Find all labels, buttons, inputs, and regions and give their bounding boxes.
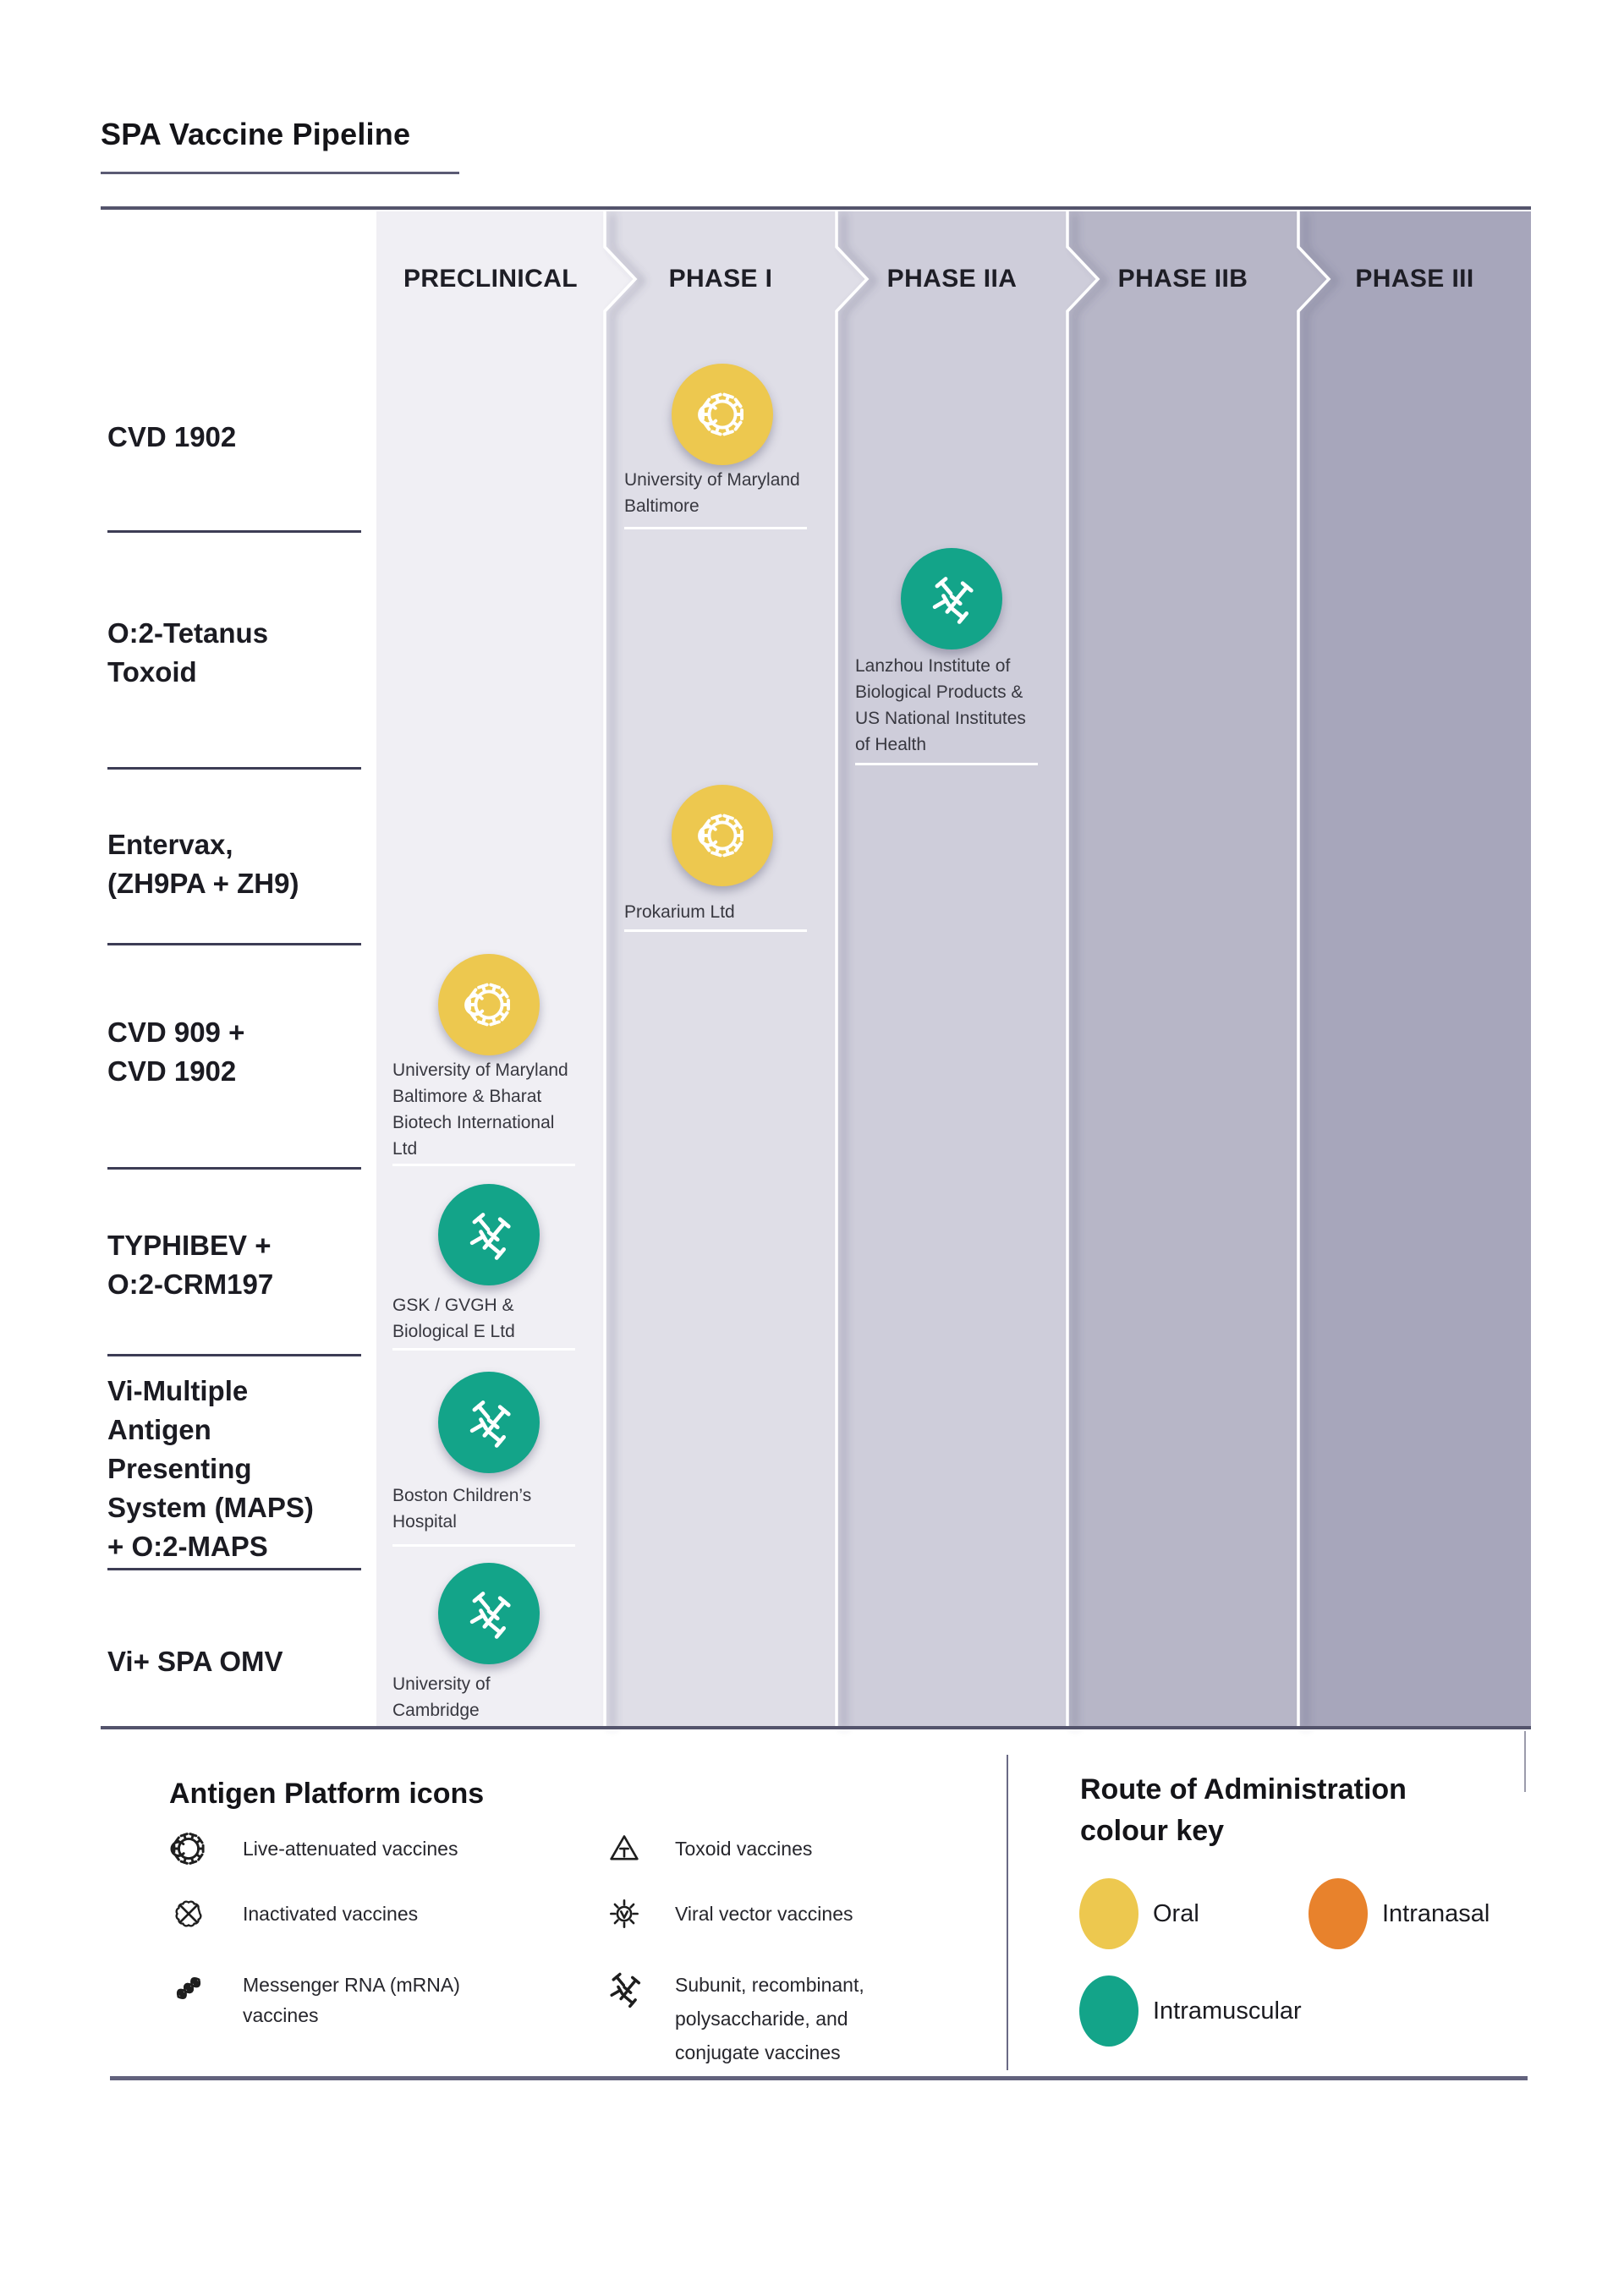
org-label: University of Maryland Baltimore <box>624 470 800 516</box>
phase-band-phase-2b <box>1067 211 1329 1727</box>
live-attenuated-icon <box>456 972 522 1038</box>
legend-item-label: Messenger RNA (mRNA) vaccines <box>243 1974 460 2026</box>
org-label: Boston Children’s Hospital <box>392 1486 532 1532</box>
row-separator <box>107 767 361 770</box>
pipeline-icon-intramuscular <box>438 1563 540 1664</box>
row-separator <box>107 943 361 945</box>
phase-band-phase-2a <box>837 211 1098 1727</box>
row-label-cvd-909: CVD 909 + CVD 1902 <box>107 1016 245 1087</box>
chart-bottom-rule <box>101 1726 1531 1729</box>
route-label: Oral <box>1153 1900 1199 1927</box>
org-underline <box>624 929 807 932</box>
band-chevron-divider <box>1066 211 1100 1727</box>
pipeline-icon-oral <box>672 364 773 465</box>
phase-header-preclinical: PRECLINICAL <box>403 265 579 293</box>
row-label-vi-spa-omv: Vi+ SPA OMV <box>107 1646 283 1677</box>
org-label: University of Cambridge <box>392 1674 491 1720</box>
pipeline-icon-intramuscular <box>438 1184 540 1285</box>
legend-platform-title: Antigen Platform icons <box>169 1778 485 1810</box>
band-chevron-divider <box>835 211 870 1727</box>
legend-item-label: Inactivated vaccines <box>243 1903 419 1925</box>
viral-vector-icon <box>600 1889 649 1938</box>
org-underline <box>392 1348 575 1351</box>
row-label-cvd-1902: CVD 1902 <box>107 421 237 452</box>
legend-item-label: Toxoid vaccines <box>675 1838 813 1860</box>
right-edge-tick <box>1524 1731 1526 1792</box>
row-label-vi-maps: Vi-Multiple Antigen Presenting System (M… <box>107 1375 314 1562</box>
legend-item-label: Subunit, recombinant, polysaccharide, an… <box>675 1974 864 2063</box>
inactivated-icon <box>164 1889 213 1938</box>
org-label: Prokarium Ltd <box>624 902 735 922</box>
row-label-typhibev: TYPHIBEV + O:2-CRM197 <box>107 1230 274 1300</box>
phase-band-phase-3 <box>1298 211 1531 1727</box>
chart-top-rule <box>101 206 1531 210</box>
live-attenuated-icon <box>689 381 755 447</box>
phase-header-phase-1: PHASE I <box>668 265 773 293</box>
pipeline-icon-oral <box>672 785 773 886</box>
toxoid-icon <box>600 1824 649 1873</box>
row-separator <box>107 530 361 533</box>
subunit-conjugate-icon <box>456 1581 522 1647</box>
org-label: University of Maryland Baltimore & Bhara… <box>392 1060 568 1159</box>
legend-divider <box>1007 1755 1008 2070</box>
band-chevron-divider <box>1297 211 1331 1727</box>
org-label: Lanzhou Institute of Biological Products… <box>855 656 1026 754</box>
row-label-entervax: Entervax, (ZH9PA + ZH9) <box>107 829 299 899</box>
subunit-conjugate-icon <box>456 1389 522 1455</box>
legend-route-title: Route of Administration colour key <box>1080 1773 1407 1847</box>
row-label-o2-tetanus: O:2-Tetanus Toxoid <box>107 617 269 688</box>
legend-bottom-rule <box>110 2076 1528 2080</box>
phase-header-phase-2a: PHASE IIA <box>886 265 1018 293</box>
subunit-icon <box>600 1964 649 2014</box>
org-label: GSK / GVGH & Biological E Ltd <box>392 1296 515 1341</box>
route-swatch-intranasal <box>1309 1878 1368 1949</box>
mrna-icon <box>161 1960 217 2016</box>
pipeline-icon-intramuscular <box>438 1372 540 1473</box>
phase-header-phase-3: PHASE III <box>1355 265 1474 293</box>
subunit-conjugate-icon <box>919 566 985 632</box>
live-attenuated-icon <box>164 1824 213 1873</box>
route-label: Intramuscular <box>1153 1997 1302 2025</box>
row-separator <box>107 1568 361 1570</box>
legend-item-label: Viral vector vaccines <box>675 1903 853 1925</box>
org-underline <box>392 1164 575 1166</box>
phase-header-phase-2b: PHASE IIB <box>1117 265 1248 293</box>
page-title: SPA Vaccine Pipeline <box>101 117 411 151</box>
route-swatch-oral <box>1079 1878 1138 1949</box>
live-attenuated-icon <box>689 803 755 869</box>
route-swatch-intramuscular <box>1079 1975 1138 2047</box>
title-underline <box>101 172 459 174</box>
route-label: Intranasal <box>1382 1900 1490 1927</box>
pipeline-icon-intramuscular <box>901 548 1002 649</box>
org-underline <box>855 763 1038 765</box>
legend-item-label: Live-attenuated vaccines <box>243 1838 458 1860</box>
band-chevron-divider <box>603 211 638 1727</box>
subunit-conjugate-icon <box>456 1202 522 1268</box>
org-underline <box>392 1544 575 1547</box>
phase-band-phase-1 <box>605 211 867 1727</box>
row-separator <box>107 1167 361 1170</box>
org-underline <box>624 527 807 529</box>
pipeline-icon-oral <box>438 954 540 1055</box>
row-separator <box>107 1354 361 1356</box>
